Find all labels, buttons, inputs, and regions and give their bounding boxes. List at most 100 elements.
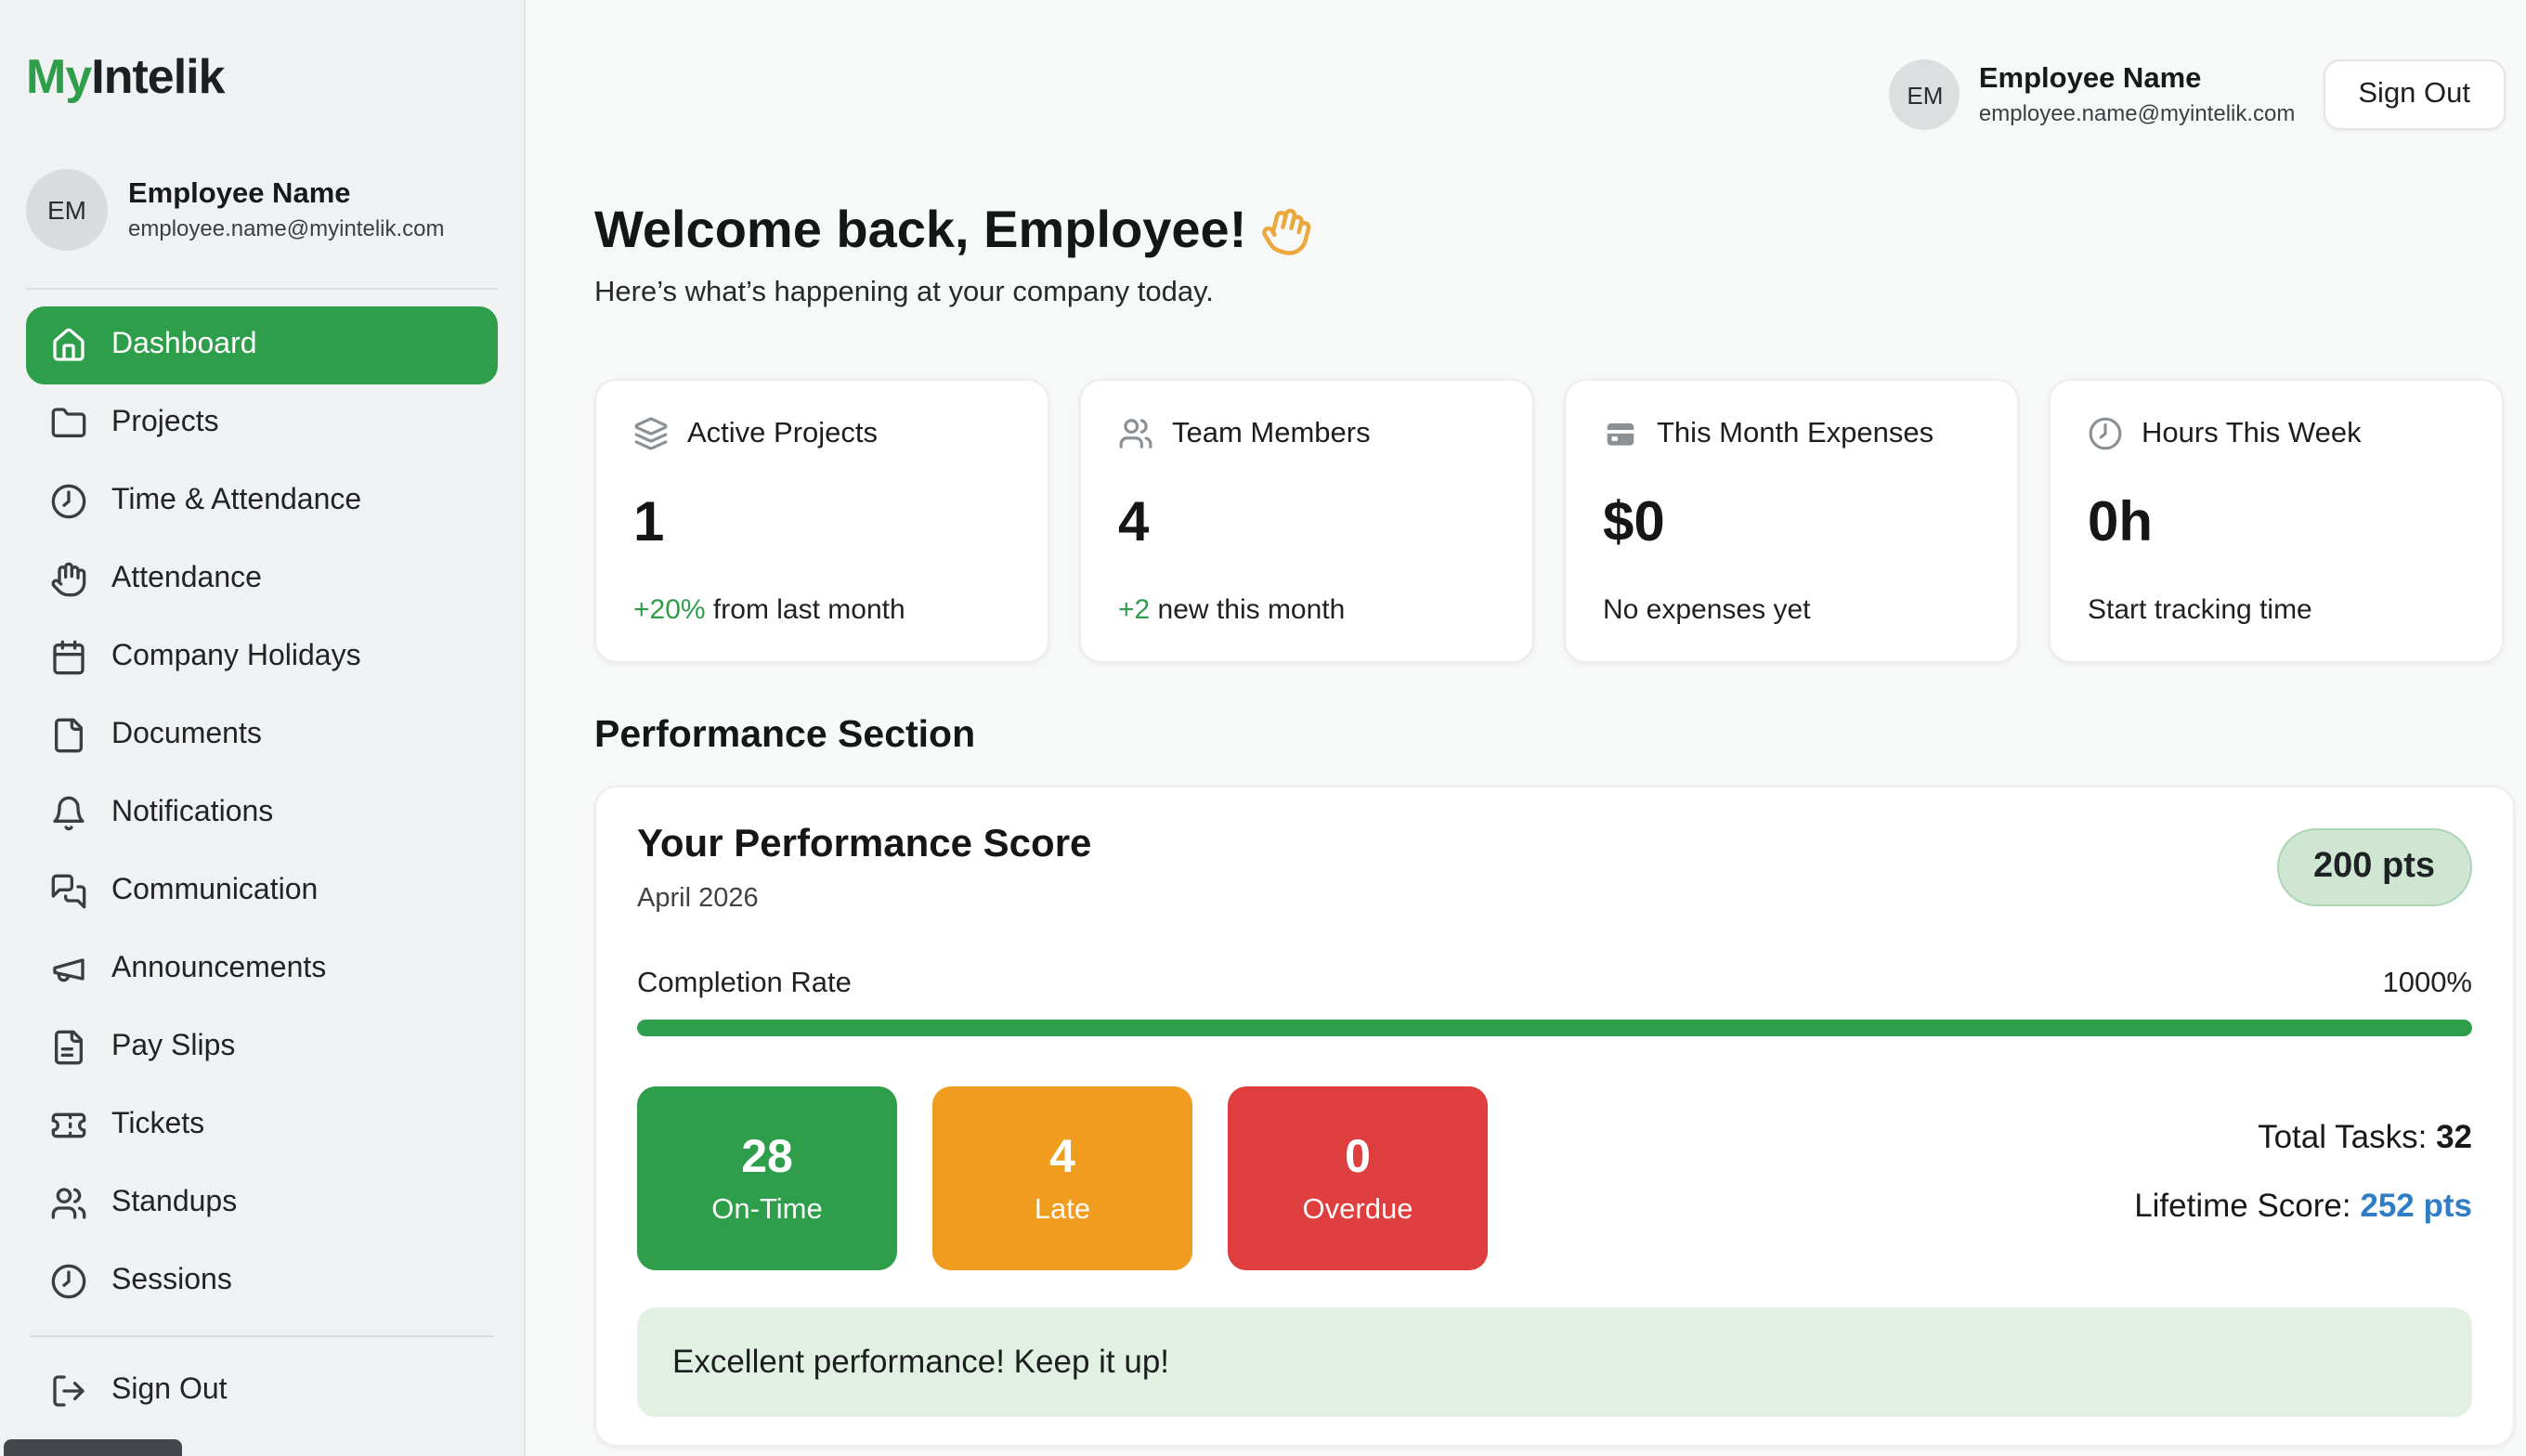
performance-banner: Excellent performance! Keep it up! [637,1307,2472,1417]
tile-on-time: 28 On-Time [637,1086,897,1270]
stat-delta: +20% [633,594,706,626]
logo-intelik: Intelik [91,48,225,104]
page-title: Welcome back, Employee! [594,201,1311,260]
ticket-icon [50,1107,87,1144]
stat-subtext: No expenses yet [1603,594,1980,626]
sidebar-item-dashboard[interactable]: Dashboard [26,306,498,384]
sidebar-item-label: Announcements [111,953,327,984]
sidebar-sign-out[interactable]: Sign Out [26,1352,498,1430]
file-text-icon [50,1029,87,1066]
sidebar-user-text: Employee Name employee.name@myintelik.co… [128,177,445,241]
clock-icon [2088,416,2123,451]
megaphone-icon [50,951,87,988]
sidebar-item-label: Projects [111,407,219,438]
task-status-tiles: 28 On-Time 4 Late 0 Overdue [637,1086,1488,1270]
completion-label: Completion Rate [637,968,852,999]
stat-card-header: This Month Expenses [1603,416,1980,451]
sidebar-item-label: Communication [111,875,319,906]
messages-icon [50,873,87,910]
welcome-block: Welcome back, Employee! Here’s what’s ha… [594,201,1311,310]
stat-label: This Month Expenses [1657,417,1934,448]
sidebar-item-label: Time & Attendance [111,485,362,516]
sidebar-item-communication[interactable]: Communication [26,852,498,930]
sidebar-item-time-attendance[interactable]: Time & Attendance [26,462,498,540]
logo-my: My [26,48,92,104]
lifetime-score-label: Lifetime Score: [2134,1187,2351,1224]
points-badge: 200 pts [2276,828,2472,906]
stat-label: Active Projects [687,417,879,448]
sidebar-item-pay-slips[interactable]: Pay Slips [26,1008,498,1086]
sidebar-item-standups[interactable]: Standups [26,1164,498,1242]
app-logo: MyIntelik [26,48,498,106]
stat-subtext: +20% from last month [633,594,1010,626]
calendar-icon [50,639,87,676]
performance-section-title: Performance Section [594,713,976,756]
stat-delta-rest: No expenses yet [1603,594,1811,626]
horizontal-scrollbar-thumb[interactable] [4,1439,182,1456]
stat-delta-rest: Start tracking time [2088,594,2312,626]
tile-label: Late [1034,1193,1091,1225]
stat-card-header: Team Members [1118,416,1495,451]
clock-icon [50,483,87,520]
tile-label: Overdue [1302,1193,1413,1225]
users-icon [1118,416,1153,451]
home-icon [50,327,87,364]
sidebar: MyIntelik EM Employee Name employee.name… [0,0,526,1456]
stat-subtext: Start tracking time [2088,594,2465,626]
sidebar-item-label: Standups [111,1187,238,1218]
total-tasks-label: Total Tasks: [2258,1118,2428,1155]
credit-card-icon [1603,416,1638,451]
tile-overdue: 0 Overdue [1228,1086,1488,1270]
folder-icon [50,405,87,442]
sidebar-item-documents[interactable]: Documents [26,696,498,774]
user-name: Employee Name [1978,62,2202,95]
sidebar-item-label: Company Holidays [111,641,361,672]
avatar: EM [26,169,108,251]
waving-hand-icon [1256,200,1317,260]
tile-value: 28 [741,1130,793,1182]
sidebar-item-company-holidays[interactable]: Company Holidays [26,618,498,696]
top-bar: EM Employee Name employee.name@myintelik… [1889,59,2506,130]
tile-value: 0 [1345,1130,1371,1182]
sidebar-item-label: Sessions [111,1265,232,1296]
layers-icon [633,416,669,451]
sidebar-item-label: Documents [111,719,262,750]
stat-delta: +2 [1118,594,1151,626]
stat-card-hours-this-week: Hours This Week 0h Start tracking time [2049,379,2504,663]
stat-value: 4 [1118,491,1150,552]
user-name: Employee Name [128,177,351,210]
sidebar-item-announcements[interactable]: Announcements [26,930,498,1008]
sidebar-item-projects[interactable]: Projects [26,384,498,462]
user-email: employee.name@myintelik.com [1978,100,2296,127]
tile-label: On-Time [711,1193,823,1225]
sidebar-item-label: Sign Out [111,1374,228,1406]
stat-card-header: Active Projects [633,416,1010,451]
completion-row: Completion Rate 1000% [637,968,2472,1001]
stat-cards-row: Active Projects 1 +20% from last month T… [594,379,2504,663]
sidebar-item-label: Pay Slips [111,1031,236,1062]
sidebar-item-notifications[interactable]: Notifications [26,774,498,852]
sidebar-item-tickets[interactable]: Tickets [26,1086,498,1164]
total-tasks: Total Tasks: 32 [2134,1118,2472,1157]
completion-value: 1000% [2382,968,2472,999]
sidebar-nav: Dashboard Projects Time & Attendance Att… [26,306,498,1430]
header-user-text: Employee Name employee.name@myintelik.co… [1979,62,2296,126]
bell-icon [50,795,87,832]
sidebar-item-sessions[interactable]: Sessions [26,1242,498,1320]
sidebar-item-label: Attendance [111,563,262,594]
user-email: employee.name@myintelik.com [128,215,445,242]
clock-icon [50,1263,87,1300]
welcome-subtitle: Here’s what’s happening at your company … [594,277,1214,308]
header-user: EM Employee Name employee.name@myintelik… [1889,59,2296,130]
file-icon [50,717,87,754]
sign-out-button[interactable]: Sign Out [2323,59,2506,130]
hand-icon [50,561,87,598]
main-content: EM Employee Name employee.name@myintelik… [526,0,2526,1456]
sidebar-divider [30,1335,494,1337]
welcome-title-text: Welcome back, Employee! [594,201,1247,258]
performance-period: April 2026 [637,884,759,914]
stat-subtext: +2 new this month [1118,594,1495,626]
stat-card-month-expenses: This Month Expenses $0 No expenses yet [1564,379,2019,663]
sidebar-item-attendance[interactable]: Attendance [26,540,498,618]
